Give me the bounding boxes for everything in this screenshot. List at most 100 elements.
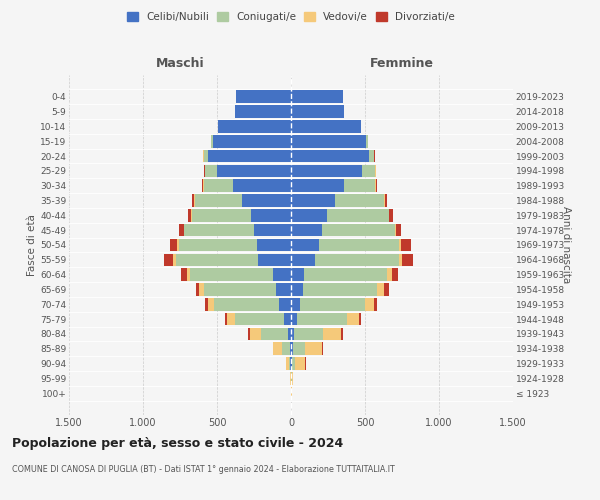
Bar — [326, 209, 389, 222]
Bar — [289, 358, 290, 370]
Bar — [304, 268, 387, 281]
Bar — [291, 358, 292, 370]
Bar — [384, 283, 389, 296]
Bar — [392, 268, 398, 281]
Bar — [250, 328, 262, 340]
Bar — [218, 120, 291, 132]
Bar — [291, 209, 326, 222]
Bar — [176, 254, 259, 266]
Bar — [291, 283, 303, 296]
Bar — [205, 298, 208, 310]
Bar — [190, 268, 273, 281]
Bar — [235, 313, 284, 326]
Bar — [236, 90, 291, 103]
Bar — [181, 268, 187, 281]
Bar — [212, 135, 291, 147]
Bar — [288, 328, 291, 340]
Bar — [291, 164, 362, 177]
Bar — [292, 358, 295, 370]
Bar — [319, 238, 399, 252]
Bar — [291, 150, 370, 162]
Bar — [291, 194, 335, 207]
Bar — [272, 342, 273, 355]
Bar — [227, 313, 235, 326]
Bar — [282, 342, 290, 355]
Bar — [291, 135, 367, 147]
Bar — [359, 313, 361, 326]
Bar — [179, 224, 184, 236]
Bar — [188, 209, 191, 222]
Bar — [203, 180, 233, 192]
Bar — [347, 313, 359, 326]
Bar — [290, 342, 291, 355]
Bar — [365, 298, 374, 310]
Bar — [291, 342, 293, 355]
Text: Femmine: Femmine — [370, 57, 434, 70]
Bar — [257, 238, 291, 252]
Legend: Celibi/Nubili, Coniugati/e, Vedovi/e, Divorziati/e: Celibi/Nubili, Coniugati/e, Vedovi/e, Di… — [124, 9, 458, 26]
Bar — [367, 135, 368, 147]
Bar — [293, 328, 323, 340]
Bar — [203, 283, 276, 296]
Bar — [376, 180, 377, 192]
Bar — [192, 194, 194, 207]
Bar — [262, 328, 288, 340]
Bar — [374, 298, 377, 310]
Bar — [199, 283, 203, 296]
Bar — [251, 209, 291, 222]
Bar — [291, 328, 293, 340]
Bar — [291, 254, 314, 266]
Bar — [235, 106, 291, 118]
Bar — [202, 180, 203, 192]
Bar — [208, 298, 214, 310]
Bar — [191, 209, 192, 222]
Bar — [314, 254, 399, 266]
Y-axis label: Anni di nascita: Anni di nascita — [560, 206, 571, 284]
Bar — [305, 342, 322, 355]
Bar — [385, 194, 388, 207]
Bar — [291, 90, 343, 103]
Bar — [293, 342, 305, 355]
Bar — [370, 150, 374, 162]
Bar — [341, 328, 343, 340]
Bar — [291, 224, 322, 236]
Bar — [254, 224, 291, 236]
Bar — [297, 313, 347, 326]
Bar — [279, 298, 291, 310]
Bar — [208, 150, 291, 162]
Bar — [292, 372, 293, 384]
Bar — [184, 224, 254, 236]
Bar — [396, 224, 401, 236]
Text: COMUNE DI CANOSA DI PUGLIA (BT) - Dati ISTAT 1° gennaio 2024 - Elaborazione TUTT: COMUNE DI CANOSA DI PUGLIA (BT) - Dati I… — [12, 466, 395, 474]
Bar — [203, 150, 208, 162]
Bar — [173, 254, 176, 266]
Bar — [322, 342, 323, 355]
Bar — [291, 313, 297, 326]
Bar — [259, 254, 291, 266]
Bar — [242, 194, 291, 207]
Bar — [402, 254, 413, 266]
Bar — [179, 238, 257, 252]
Bar — [401, 238, 411, 252]
Bar — [248, 328, 250, 340]
Y-axis label: Fasce di età: Fasce di età — [27, 214, 37, 276]
Bar — [303, 283, 377, 296]
Bar — [362, 164, 376, 177]
Bar — [335, 194, 384, 207]
Bar — [273, 268, 291, 281]
Bar — [377, 283, 384, 296]
Bar — [276, 283, 291, 296]
Bar — [177, 238, 179, 252]
Bar — [323, 328, 341, 340]
Bar — [395, 224, 396, 236]
Bar — [291, 238, 319, 252]
Bar — [164, 254, 173, 266]
Text: Maschi: Maschi — [155, 57, 205, 70]
Bar — [187, 268, 190, 281]
Bar — [205, 164, 217, 177]
Bar — [291, 106, 344, 118]
Bar — [233, 180, 291, 192]
Bar — [399, 254, 402, 266]
Text: Popolazione per età, sesso e stato civile - 2024: Popolazione per età, sesso e stato civil… — [12, 438, 343, 450]
Bar — [225, 313, 227, 326]
